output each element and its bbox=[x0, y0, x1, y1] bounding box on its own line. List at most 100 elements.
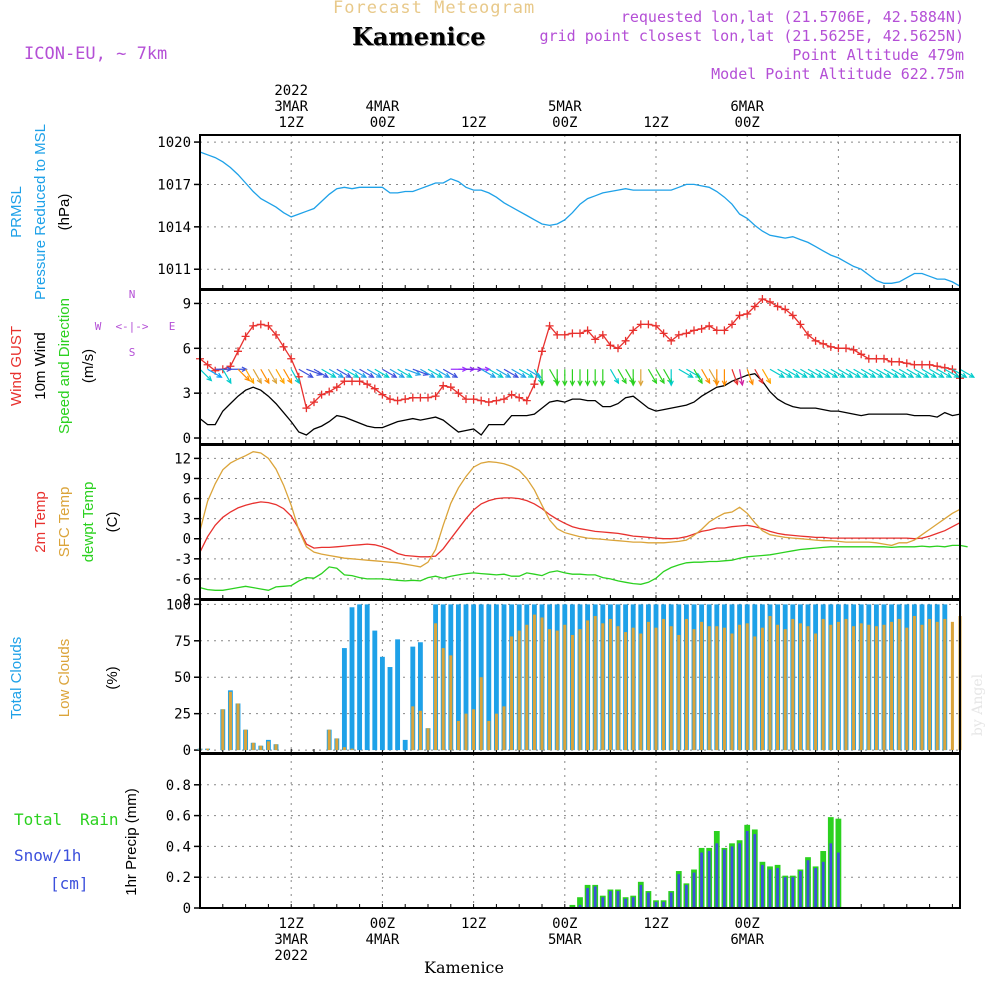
wind-gust-marker bbox=[355, 377, 364, 386]
series-dewpt-temp-line bbox=[199, 544, 968, 591]
wind-arrow-head bbox=[338, 372, 345, 378]
grid-point-coords: grid point closest lon,lat (21.5625E, 42… bbox=[539, 27, 964, 45]
wind-direction-arrow bbox=[435, 368, 451, 378]
total-clouds-bar bbox=[357, 604, 363, 751]
low-clouds-bar bbox=[601, 623, 605, 751]
legend-rain: Rain bbox=[80, 810, 119, 829]
precip-snow-bar bbox=[829, 843, 833, 908]
wind-gust-marker bbox=[788, 311, 797, 320]
total-clouds-bar bbox=[395, 639, 401, 751]
wind-gust-marker bbox=[522, 396, 531, 405]
wind-direction-arrow bbox=[222, 368, 232, 385]
wind-gust-marker bbox=[401, 395, 410, 404]
total-clouds-bar bbox=[486, 604, 492, 751]
low-clouds-bar bbox=[236, 703, 240, 751]
panel-1-label-2: Pressure Reduced to MSL bbox=[32, 124, 49, 300]
wind-arrow-shaft bbox=[344, 368, 359, 378]
x-axis-bottom-label: 12Z bbox=[279, 916, 304, 932]
wind-gust-marker bbox=[857, 350, 866, 359]
wind-arrow-head bbox=[241, 366, 248, 372]
low-clouds-bar bbox=[631, 627, 635, 751]
wind-direction-arrow bbox=[807, 368, 824, 378]
precip-total-bar bbox=[569, 904, 576, 908]
wind-arrow-head bbox=[794, 372, 801, 378]
low-clouds-bar bbox=[221, 709, 225, 751]
wind-arrow-shaft bbox=[404, 368, 421, 376]
y-tick-label: 0 bbox=[183, 901, 191, 917]
wind-direction-arrow bbox=[298, 368, 314, 378]
wind-arrow-head bbox=[376, 372, 383, 378]
low-clouds-bar bbox=[905, 627, 909, 751]
wind-gust-marker bbox=[705, 321, 714, 330]
wind-arrow-shaft bbox=[199, 368, 212, 381]
low-clouds-bar bbox=[783, 629, 787, 751]
wind-arrow-head bbox=[554, 380, 560, 387]
wind-arrow-head bbox=[322, 372, 330, 378]
wind-arrow-shaft bbox=[625, 368, 635, 384]
wind-gust-marker bbox=[507, 390, 516, 399]
x-axis-bottom-label: 00Z bbox=[735, 916, 760, 932]
wind-direction-arrow bbox=[199, 368, 213, 382]
panel-5-ylabel: 1hr Precip (mm) bbox=[123, 788, 140, 896]
wind-direction-arrow bbox=[420, 368, 436, 378]
legend-snow-unit: [cm] bbox=[50, 874, 89, 893]
wind-direction-arrow bbox=[617, 368, 627, 385]
wind-gust-marker bbox=[477, 396, 486, 405]
x-axis-top-label: 5MAR bbox=[548, 99, 582, 115]
panel-3-label-3: dewpt Temp bbox=[80, 482, 97, 563]
wind-arrow-shaft bbox=[503, 368, 519, 378]
wind-arrow-head bbox=[892, 372, 900, 378]
wind-arrow-head bbox=[353, 372, 360, 378]
wind-gust-marker bbox=[492, 396, 501, 405]
precip-snow-bar bbox=[601, 897, 605, 908]
low-clouds-bar bbox=[897, 618, 901, 751]
low-clouds-bar bbox=[244, 729, 248, 751]
wind-arrow-head bbox=[668, 380, 674, 387]
wind-arrow-shaft bbox=[328, 368, 344, 378]
wind-direction-arrow bbox=[906, 368, 922, 378]
low-clouds-bar bbox=[502, 706, 506, 751]
precip-snow-bar bbox=[639, 884, 643, 908]
wind-arrow-head bbox=[630, 380, 636, 387]
wind-direction-arrow bbox=[397, 368, 413, 378]
wind-gust-marker bbox=[796, 320, 805, 329]
wind-gust-marker bbox=[302, 404, 311, 413]
wind-arrow-head bbox=[659, 378, 665, 385]
wind-gust-marker bbox=[644, 320, 653, 329]
wind-gust-marker bbox=[287, 354, 296, 363]
wind-arrow-shaft bbox=[617, 368, 627, 384]
y-tick-label: 100 bbox=[166, 597, 191, 613]
wind-arrow-shaft bbox=[891, 368, 906, 378]
wind-arrow-head bbox=[832, 372, 839, 378]
precip-snow-bar bbox=[791, 877, 795, 908]
wind-arrow-head bbox=[862, 372, 869, 378]
wind-arrow-head bbox=[738, 380, 745, 387]
wind-gust-marker bbox=[636, 320, 645, 329]
wind-gust-marker bbox=[659, 329, 668, 338]
wind-arrow-head bbox=[651, 378, 658, 385]
wind-gust-marker bbox=[378, 390, 387, 399]
wind-arrow-shaft bbox=[313, 368, 329, 378]
model-altitude: Model Point Altitude 622.75m bbox=[711, 65, 964, 83]
wind-arrow-head bbox=[613, 378, 620, 385]
wind-arrow-shaft bbox=[518, 368, 534, 378]
low-clouds-bar bbox=[540, 617, 544, 751]
precip-snow-bar bbox=[631, 897, 635, 908]
wind-arrow-head bbox=[839, 372, 846, 378]
y-tick-label: -9 bbox=[174, 592, 191, 608]
wind-direction-arrow bbox=[359, 368, 375, 378]
wind-direction-arrow bbox=[838, 368, 854, 378]
wind-arrow-shaft bbox=[731, 369, 739, 385]
precip-snow-bar bbox=[685, 884, 688, 908]
wind-direction-arrow bbox=[754, 368, 764, 385]
wind-gust-marker bbox=[241, 332, 250, 341]
wind-arrow-head bbox=[406, 372, 413, 378]
wind-gust-marker bbox=[317, 390, 326, 399]
wind-gust-marker bbox=[393, 396, 402, 405]
wind-arrow-shaft bbox=[442, 368, 458, 378]
low-clouds-bar bbox=[814, 633, 818, 751]
low-clouds-bar bbox=[844, 618, 848, 751]
wind-gust-marker bbox=[340, 377, 349, 386]
wind-gust-marker bbox=[310, 398, 318, 407]
